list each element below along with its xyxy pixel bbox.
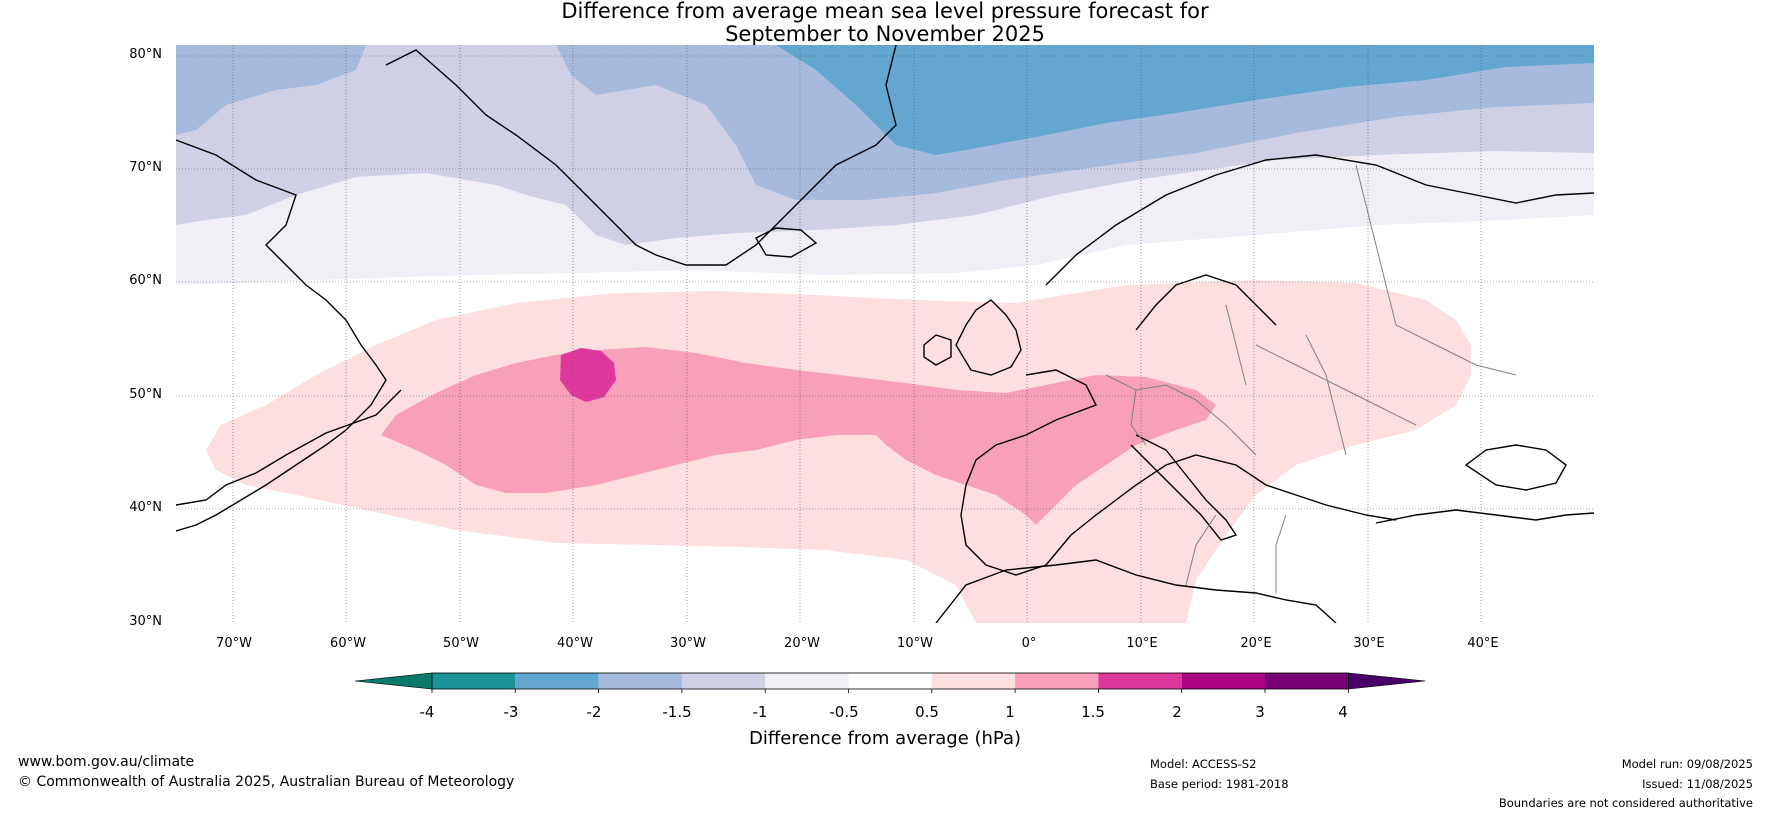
lon-label-60w: 60°W xyxy=(330,636,366,651)
map-title-line-1: Difference from average mean sea level p… xyxy=(561,0,1209,23)
north-america-east-coast xyxy=(176,389,402,506)
contour-band-minus-2-to-minus-3 xyxy=(776,45,1594,155)
colorbar-extension-low xyxy=(354,672,433,690)
map-title-line-2: September to November 2025 xyxy=(725,22,1045,46)
footer-model-run: Model run: 09/08/2025 xyxy=(1621,757,1753,771)
norway-coast xyxy=(1045,154,1594,286)
colorbar-title: Difference from average (hPa) xyxy=(748,728,1022,749)
colorbar-tick-0.5: 0.5 xyxy=(915,703,939,721)
colorbar-tick-minus-4: -4 xyxy=(419,703,435,721)
colorbar-cell-6 xyxy=(931,673,1016,689)
colorbar-tick-1: 1 xyxy=(1005,703,1015,721)
lat-label-60n: 60°N xyxy=(129,273,162,288)
uk-coast xyxy=(955,299,1022,376)
colorbar-tick-4: 4 xyxy=(1338,703,1348,721)
footer-website: www.bom.gov.au/climate xyxy=(18,754,195,770)
iceland-coast xyxy=(755,227,818,258)
footer-copyright: © Commonwealth of Australia 2025, Austra… xyxy=(18,774,515,790)
lat-label-70n: 70°N xyxy=(129,160,162,175)
lat-label-40n: 40°N xyxy=(129,500,162,515)
contour-band-minus-1.5-to-minus-2-west xyxy=(176,45,366,135)
colorbar-cell-0 xyxy=(432,673,516,689)
lon-label-10w: 10°W xyxy=(897,636,933,651)
coastlines xyxy=(176,45,1594,623)
contour-band-1.5-to-2 xyxy=(560,348,616,402)
colorbar xyxy=(354,672,1426,693)
colorbar-cell-10 xyxy=(1265,673,1349,689)
baltic-coast xyxy=(1135,274,1277,331)
colorbar-cell-9 xyxy=(1181,673,1265,689)
colorbar-tick-minus-3: -3 xyxy=(503,703,519,721)
colorbar-tick-2: 2 xyxy=(1172,703,1182,721)
black-sea-coast xyxy=(1464,444,1567,491)
country-boundaries xyxy=(1105,164,1517,593)
italy-coast xyxy=(1130,434,1238,541)
ireland-coast xyxy=(923,334,952,366)
canada-labrador-coast xyxy=(176,139,387,532)
colorbar-cell-4 xyxy=(765,673,849,689)
lon-label-40e: 40°E xyxy=(1467,636,1499,651)
colorbar-cell-3 xyxy=(681,673,766,689)
lon-label-20e: 20°E xyxy=(1240,636,1272,651)
lon-label-10e: 10°E xyxy=(1126,636,1158,651)
lon-label-40w: 40°W xyxy=(557,636,593,651)
greenland-coast xyxy=(385,45,897,266)
footer-base-period: Base period: 1981-2018 xyxy=(1150,777,1289,791)
colorbar-tick-1.5: 1.5 xyxy=(1081,703,1105,721)
map-gridlines xyxy=(176,45,1594,623)
footer-disclaimer: Boundaries are not considered authoritat… xyxy=(1498,796,1753,810)
lon-label-0: 0° xyxy=(1021,636,1037,651)
lon-label-30w: 30°W xyxy=(670,636,706,651)
colorbar-tick-minus-1.5: -1.5 xyxy=(662,703,692,721)
lon-label-30e: 30°E xyxy=(1353,636,1385,651)
lon-label-50w: 50°W xyxy=(443,636,479,651)
lat-label-30n: 30°N xyxy=(129,614,162,629)
colorbar-extension-high xyxy=(1347,672,1426,690)
north-africa-coast xyxy=(935,559,1337,623)
lon-label-70w: 70°W xyxy=(216,636,252,651)
colorbar-cell-8 xyxy=(1098,673,1182,689)
turkey-coast xyxy=(1375,509,1594,524)
colorbar-tick-3: 3 xyxy=(1255,703,1265,721)
colorbar-cell-7 xyxy=(1015,673,1099,689)
colorbar-cell-2 xyxy=(598,673,682,689)
colorbar-outline xyxy=(431,672,1349,690)
colorbar-cell-5 xyxy=(848,673,932,689)
colorbar-cell-1 xyxy=(515,673,599,689)
pressure-anomaly-map xyxy=(176,45,1594,623)
colorbar-tick-minus-1: -1 xyxy=(752,703,768,721)
footer-issued: Issued: 11/08/2025 xyxy=(1642,777,1753,791)
lon-label-20w: 20°W xyxy=(784,636,820,651)
colorbar-tick-minus-0.5: -0.5 xyxy=(829,703,859,721)
europe-west-coast xyxy=(960,369,1397,576)
colorbar-tick-minus-2: -2 xyxy=(586,703,602,721)
lat-label-80n: 80°N xyxy=(129,47,162,62)
footer-model: Model: ACCESS-S2 xyxy=(1150,757,1257,771)
lat-label-50n: 50°N xyxy=(129,387,162,402)
